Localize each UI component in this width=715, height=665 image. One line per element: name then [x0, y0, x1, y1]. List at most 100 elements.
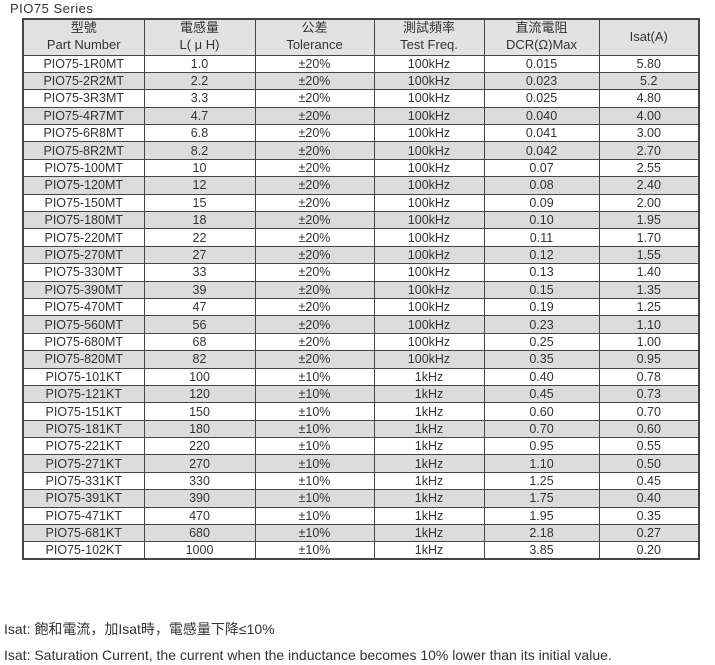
cell-test-freq: 1kHz [373, 454, 485, 473]
cell-isat: 0.50 [598, 454, 700, 473]
cell-tolerance: ±10% [254, 402, 375, 421]
cell-dcr: 0.23 [483, 315, 600, 334]
cell-isat: 0.78 [598, 367, 700, 386]
table-row: PIO75-8R2MT 8.2 ±20% 100kHz 0.042 2.70 [22, 141, 700, 160]
cell-inductance: 120 [143, 384, 256, 404]
table-row: PIO75-180MT 18 ±20% 100kHz 0.10 1.95 [22, 211, 700, 230]
cell-isat: 5.80 [598, 54, 700, 73]
cell-part-number: PIO75-4R7MT [22, 106, 145, 126]
cell-tolerance: ±10% [254, 541, 375, 560]
header-row: 型號 Part Number 電感量 L( μ H) 公差 Tolerance 測試頻率 Te… [22, 18, 700, 56]
cell-test-freq: 100kHz [373, 124, 485, 143]
cell-part-number: PIO75-181KT [22, 419, 145, 439]
cell-tolerance: ±10% [254, 489, 375, 508]
cell-dcr: 0.25 [483, 332, 600, 352]
cell-test-freq: 100kHz [373, 297, 485, 317]
cell-test-freq: 100kHz [373, 332, 485, 352]
cell-tolerance: ±20% [254, 71, 375, 91]
cell-test-freq: 100kHz [373, 71, 485, 91]
cell-part-number: PIO75-150MT [22, 193, 145, 213]
table-row: PIO75-120MT 12 ±20% 100kHz 0.08 2.40 [22, 176, 700, 195]
col-header-isat: Isat(A) [598, 18, 700, 56]
cell-dcr: 0.041 [483, 124, 600, 143]
cell-part-number: PIO75-391KT [22, 489, 145, 508]
cell-tolerance: ±10% [254, 437, 375, 456]
cell-isat: 0.45 [598, 471, 700, 491]
cell-tolerance: ±20% [254, 141, 375, 160]
table-row: PIO75-102KT 1000 ±10% 1kHz 3.85 0.20 [22, 541, 700, 560]
cell-test-freq: 100kHz [373, 350, 485, 369]
cell-part-number: PIO75-1R0MT [22, 54, 145, 73]
cell-tolerance: ±10% [254, 419, 375, 439]
cell-dcr: 0.45 [483, 384, 600, 404]
cell-dcr: 0.042 [483, 141, 600, 160]
footnotes: Isat: 飽和電流，加Isat時，電感量下降≤10% Isat: Satura… [4, 616, 612, 665]
col-header-part-number-zh: 型號 [70, 20, 97, 36]
cell-dcr: 0.07 [483, 158, 600, 178]
cell-isat: 0.70 [598, 402, 700, 421]
cell-tolerance: ±20% [254, 228, 375, 247]
col-header-part-number-en: Part Number [46, 37, 121, 53]
cell-isat: 2.55 [598, 158, 700, 178]
cell-isat: 1.95 [598, 211, 700, 230]
cell-inductance: 1.0 [143, 54, 256, 73]
cell-inductance: 8.2 [143, 141, 256, 160]
col-header-inductance-zh: 電感量 [179, 20, 219, 36]
table-row: PIO75-220MT 22 ±20% 100kHz 0.11 1.70 [22, 228, 700, 247]
cell-test-freq: 100kHz [373, 176, 485, 195]
cell-inductance: 2.2 [143, 71, 256, 91]
cell-tolerance: ±20% [254, 211, 375, 230]
cell-tolerance: ±20% [254, 158, 375, 178]
col-header-inductance: 電感量 L( μ H) [143, 18, 256, 56]
table-row: PIO75-3R3MT 3.3 ±20% 100kHz 0.025 4.80 [22, 89, 700, 108]
cell-isat: 1.70 [598, 228, 700, 247]
cell-part-number: PIO75-681KT [22, 524, 145, 543]
cell-test-freq: 100kHz [373, 89, 485, 108]
cell-inductance: 47 [143, 297, 256, 317]
cell-inductance: 15 [143, 193, 256, 213]
table-row: PIO75-121KT 120 ±10% 1kHz 0.45 0.73 [22, 384, 700, 404]
cell-dcr: 3.85 [483, 541, 600, 560]
cell-part-number: PIO75-330MT [22, 263, 145, 282]
cell-part-number: PIO75-180MT [22, 211, 145, 230]
cell-dcr: 0.025 [483, 89, 600, 108]
cell-dcr: 0.10 [483, 211, 600, 230]
cell-test-freq: 1kHz [373, 419, 485, 439]
cell-test-freq: 100kHz [373, 211, 485, 230]
table-row: PIO75-2R2MT 2.2 ±20% 100kHz 0.023 5.2 [22, 71, 700, 91]
cell-part-number: PIO75-820MT [22, 350, 145, 369]
cell-part-number: PIO75-390MT [22, 280, 145, 299]
table-row: PIO75-390MT 39 ±20% 100kHz 0.15 1.35 [22, 280, 700, 299]
cell-isat: 0.40 [598, 489, 700, 508]
cell-tolerance: ±10% [254, 454, 375, 473]
cell-inductance: 3.3 [143, 89, 256, 108]
cell-part-number: PIO75-270MT [22, 245, 145, 265]
col-header-dcr-en: DCR(Ω)Max [505, 37, 578, 53]
cell-inductance: 680 [143, 524, 256, 543]
cell-tolerance: ±10% [254, 524, 375, 543]
cell-isat: 4.00 [598, 106, 700, 126]
cell-dcr: 0.12 [483, 245, 600, 265]
table-row: PIO75-681KT 680 ±10% 1kHz 2.18 0.27 [22, 524, 700, 543]
cell-isat: 0.55 [598, 437, 700, 456]
page-title: PIO75 Series [10, 1, 94, 16]
cell-part-number: PIO75-8R2MT [22, 141, 145, 160]
cell-inductance: 68 [143, 332, 256, 352]
cell-test-freq: 1kHz [373, 367, 485, 386]
col-header-test-freq-en: Test Freq. [400, 37, 458, 53]
cell-part-number: PIO75-121KT [22, 384, 145, 404]
cell-test-freq: 100kHz [373, 315, 485, 334]
footnote-en: Isat: Saturation Current, the current wh… [4, 647, 612, 663]
table-row: PIO75-560MT 56 ±20% 100kHz 0.23 1.10 [22, 315, 700, 334]
cell-tolerance: ±20% [254, 263, 375, 282]
cell-test-freq: 1kHz [373, 384, 485, 404]
cell-dcr: 0.09 [483, 193, 600, 213]
cell-part-number: PIO75-100MT [22, 158, 145, 178]
col-header-dcr: 直流電阻 DCR(Ω)Max [483, 18, 600, 56]
cell-test-freq: 100kHz [373, 54, 485, 73]
cell-test-freq: 100kHz [373, 141, 485, 160]
col-header-tolerance-zh: 公差 [301, 20, 328, 36]
cell-inductance: 6.8 [143, 124, 256, 143]
cell-dcr: 0.15 [483, 280, 600, 299]
cell-isat: 1.25 [598, 297, 700, 317]
